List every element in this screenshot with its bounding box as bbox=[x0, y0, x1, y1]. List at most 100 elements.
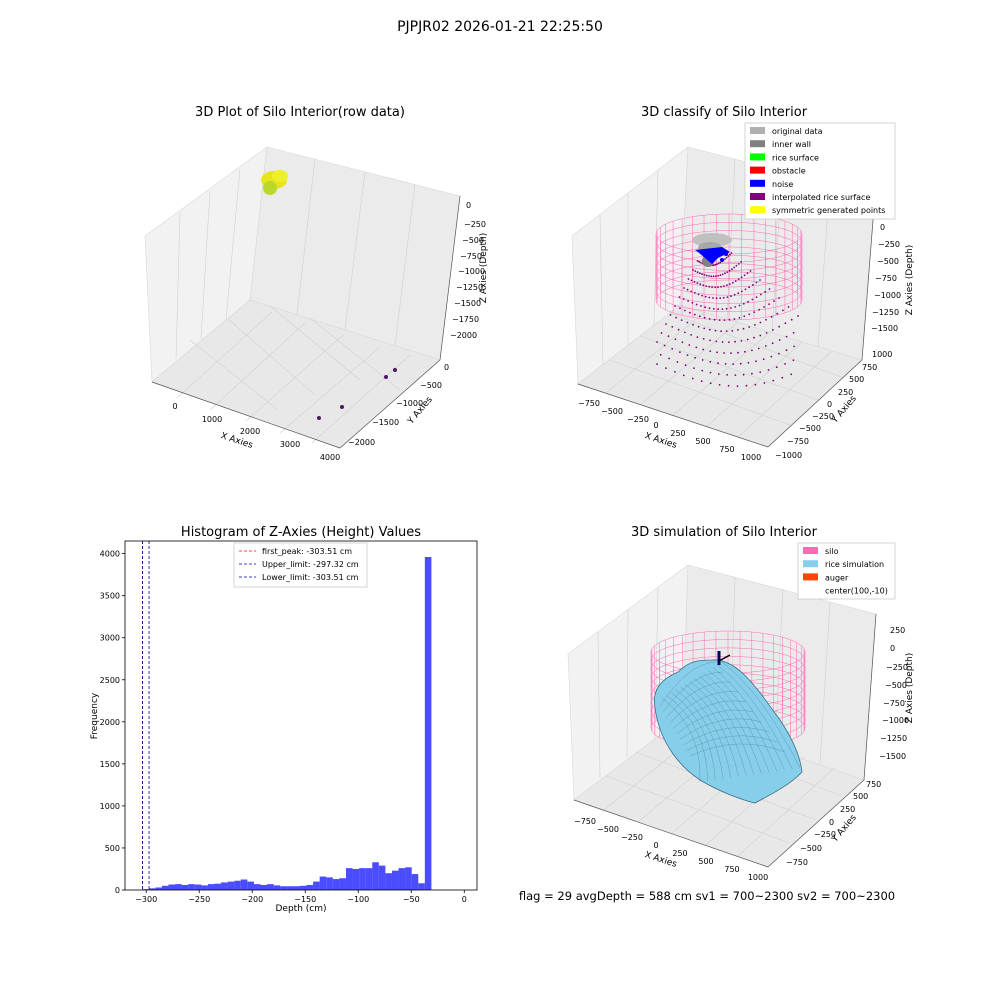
classify-z-ticks: 0 −250 −500 −750 −1000 −1250 −1500 bbox=[871, 223, 901, 333]
histogram-y-tick: 0 bbox=[115, 886, 120, 895]
simulation-z-tick: 250 bbox=[890, 626, 905, 635]
raw-y-tick: −2000 bbox=[348, 438, 375, 447]
histogram-bar bbox=[365, 868, 373, 890]
histogram-y-tick: 3500 bbox=[100, 592, 120, 601]
classify-x-tick: −250 bbox=[627, 415, 649, 424]
outlier-point bbox=[317, 416, 321, 420]
histogram-bar bbox=[391, 870, 399, 890]
simulation-y-ticks: 750 500 250 0 −250 −500 −750 bbox=[786, 780, 881, 867]
histogram-bar bbox=[398, 868, 406, 890]
histogram-bar bbox=[168, 884, 176, 890]
classify-y-tick: −250 bbox=[812, 412, 834, 421]
classify-x-ticks: −750 −500 −250 0 250 500 750 1000 bbox=[578, 399, 761, 462]
classify-y-tick: 500 bbox=[849, 375, 864, 384]
classify-legend-frame bbox=[744, 122, 896, 220]
histogram-bar bbox=[378, 865, 386, 890]
raw-z-tick: −250 bbox=[464, 220, 486, 229]
histogram-bar bbox=[293, 886, 300, 890]
raw-z-tick: −1500 bbox=[454, 299, 481, 308]
histogram-x-tick: −150 bbox=[294, 895, 316, 904]
legend-label: interpolated rice surface bbox=[772, 193, 870, 202]
classify-plot-title: 3D classify of Silo Interior bbox=[641, 105, 808, 120]
classify-z-tick: −500 bbox=[877, 257, 899, 266]
simulation-x-tick: −250 bbox=[621, 833, 643, 842]
classify-x-tick: −500 bbox=[601, 407, 623, 416]
histogram-x-label: Depth (cm) bbox=[275, 904, 326, 914]
legend-label: noise bbox=[772, 180, 793, 189]
simulation-z-tick: −1500 bbox=[879, 752, 906, 761]
histogram-reference-lines bbox=[142, 541, 150, 890]
classify-x-tick: −750 bbox=[578, 399, 600, 408]
classify-z-tick: 0 bbox=[880, 223, 885, 232]
histogram-bar bbox=[227, 881, 235, 890]
raw-y-tick: −1500 bbox=[372, 418, 399, 427]
histogram-y-tick: 1500 bbox=[100, 760, 120, 769]
histogram-bar bbox=[234, 880, 241, 890]
histogram-bar bbox=[359, 868, 366, 890]
legend-label: obstacle bbox=[772, 167, 806, 176]
simulation-z-tick: −1250 bbox=[880, 734, 907, 743]
histogram-bar bbox=[240, 879, 248, 890]
histogram-bar bbox=[306, 884, 314, 890]
histogram-bar bbox=[194, 884, 202, 890]
raw-y-tick: −1000 bbox=[396, 399, 423, 408]
raw-x-tick: 0 bbox=[172, 402, 177, 411]
histogram-bar bbox=[273, 885, 281, 890]
classify-x-tick: 500 bbox=[695, 437, 710, 446]
classify-y-tick: 250 bbox=[838, 388, 853, 397]
histogram-bar bbox=[286, 886, 294, 890]
status-footer: flag = 29 avgDepth = 588 cm sv1 = 700~23… bbox=[519, 889, 895, 903]
figure-title: PJPJR02 2026-01-21 22:25:50 bbox=[397, 19, 603, 35]
classify-y-tick: −500 bbox=[799, 424, 821, 433]
raw-z-tick: −2000 bbox=[450, 331, 477, 340]
histogram-bar bbox=[267, 884, 274, 890]
simulation-x-tick: −750 bbox=[574, 817, 596, 826]
raw-cluster bbox=[261, 170, 288, 195]
simulation-x-tick: 750 bbox=[724, 865, 739, 874]
raw-x-tick: 3000 bbox=[280, 440, 300, 449]
histogram-bar bbox=[280, 886, 287, 890]
legend-label: symmetric generated points bbox=[772, 206, 885, 215]
raw-x-tick: 4000 bbox=[320, 453, 340, 462]
depth-histogram: Histogram of Z-Axies (Height) Values −30… bbox=[90, 525, 478, 914]
raw-y-tick: 0 bbox=[444, 363, 449, 372]
classify-x-tick: 1000 bbox=[741, 453, 761, 462]
histogram-bar bbox=[326, 877, 333, 890]
histogram-y-label: Frequency bbox=[90, 692, 100, 739]
legend-label: rice simulation bbox=[825, 560, 884, 569]
histogram-legend-frame bbox=[233, 542, 368, 588]
simulation-rice-surface bbox=[653, 659, 803, 804]
classify-wall-cluster bbox=[692, 233, 732, 267]
classify-z-label: Z Axies (Depth) bbox=[905, 245, 915, 316]
simulation-legend: silo rice simulation auger center(100,-10) bbox=[797, 542, 896, 600]
simulation-z-label: Z Axies (Depth) bbox=[905, 653, 915, 724]
histogram-y-tick: 1000 bbox=[100, 802, 120, 811]
raw-x-tick: 1000 bbox=[202, 415, 222, 424]
raw-z-ticks: 0 −250 −500 −750 −1000 −1250 −1500 −1750… bbox=[450, 201, 486, 340]
histogram-legend-label: Lower_limit: -303.51 cm bbox=[262, 573, 359, 582]
histogram-bar bbox=[188, 884, 195, 890]
raw-z-tick: −750 bbox=[460, 252, 482, 261]
histogram-y-tick: 3000 bbox=[100, 634, 120, 643]
classify-z-tick: −1250 bbox=[872, 308, 899, 317]
histogram-bar bbox=[260, 884, 268, 890]
legend-label: center(100,-10) bbox=[825, 587, 888, 596]
histogram-x-tick: −300 bbox=[135, 895, 157, 904]
raw-z-tick: −500 bbox=[462, 236, 484, 245]
simulation-y-tick: −750 bbox=[786, 858, 808, 867]
histogram-y-tick: 500 bbox=[105, 844, 120, 853]
classify-x-tick: 0 bbox=[653, 421, 658, 430]
outlier-point bbox=[340, 405, 344, 409]
histogram-bar bbox=[345, 868, 353, 890]
histogram-bar bbox=[319, 876, 327, 890]
simulation-z-tick: −1000 bbox=[882, 716, 909, 725]
simulation-y-tick: −500 bbox=[800, 844, 822, 853]
histogram-axes-frame bbox=[124, 540, 478, 891]
simulation-y-tick: 500 bbox=[853, 792, 868, 801]
simulation-3d-plot: 3D simulation of Silo Interior −750 −500… bbox=[567, 525, 915, 882]
classify-y-tick: 1000 bbox=[872, 350, 892, 359]
histogram-bar bbox=[161, 885, 169, 890]
raw-x-ticks: 0 1000 2000 3000 4000 bbox=[172, 402, 340, 462]
raw-z-tick: −1750 bbox=[452, 315, 479, 324]
